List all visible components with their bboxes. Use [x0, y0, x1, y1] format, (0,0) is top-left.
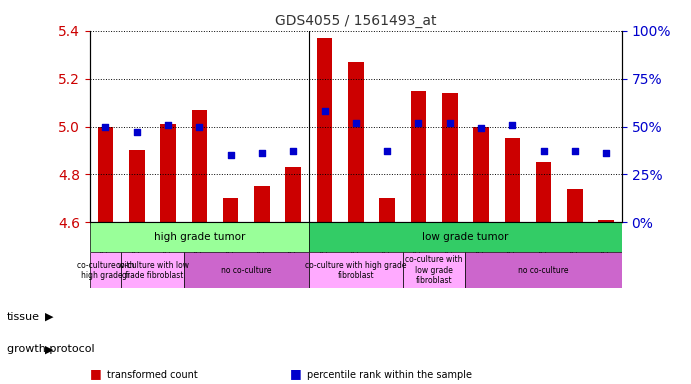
Text: no co-culture: no co-culture: [221, 266, 272, 275]
Bar: [97, 126, 113, 222]
Bar: [442, 93, 457, 222]
Text: no co-culture: no co-culture: [518, 266, 569, 275]
Text: ▶: ▶: [45, 344, 53, 354]
Bar: [473, 126, 489, 222]
Text: co-culture with
high grade fi: co-culture with high grade fi: [77, 260, 134, 280]
Bar: [223, 199, 238, 222]
Bar: [129, 151, 144, 222]
Bar: [567, 189, 583, 222]
FancyBboxPatch shape: [309, 222, 622, 252]
Bar: [160, 124, 176, 222]
FancyBboxPatch shape: [90, 222, 309, 252]
Bar: [536, 162, 551, 222]
Point: [131, 129, 142, 135]
Bar: [598, 220, 614, 222]
Bar: [316, 38, 332, 222]
Point: [381, 148, 392, 154]
Point: [319, 108, 330, 114]
Bar: [348, 62, 363, 222]
Point: [475, 125, 486, 131]
Text: ▶: ▶: [45, 312, 53, 322]
Text: ■: ■: [290, 367, 302, 380]
Bar: [191, 110, 207, 222]
Text: high grade tumor: high grade tumor: [153, 232, 245, 242]
Text: ■: ■: [90, 367, 102, 380]
Bar: [504, 139, 520, 222]
Point: [444, 119, 455, 126]
FancyBboxPatch shape: [184, 252, 309, 288]
Text: co-culture with
low grade
fibroblast: co-culture with low grade fibroblast: [406, 255, 463, 285]
Point: [225, 152, 236, 158]
Point: [600, 150, 612, 156]
Bar: [379, 199, 395, 222]
Point: [569, 148, 580, 154]
Bar: [254, 186, 269, 222]
Point: [413, 119, 424, 126]
Title: GDS4055 / 1561493_at: GDS4055 / 1561493_at: [275, 14, 437, 28]
FancyBboxPatch shape: [466, 252, 622, 288]
Text: tissue: tissue: [7, 312, 40, 322]
Point: [287, 148, 299, 154]
Point: [350, 119, 361, 126]
Point: [162, 121, 173, 127]
Point: [256, 150, 267, 156]
Text: co-culture with low
grade fibroblast: co-culture with low grade fibroblast: [116, 260, 189, 280]
Text: growth protocol: growth protocol: [7, 344, 95, 354]
FancyBboxPatch shape: [121, 252, 184, 288]
Point: [100, 123, 111, 129]
Bar: [285, 167, 301, 222]
Text: transformed count: transformed count: [107, 370, 198, 380]
FancyBboxPatch shape: [403, 252, 466, 288]
Text: low grade tumor: low grade tumor: [422, 232, 509, 242]
FancyBboxPatch shape: [90, 252, 121, 288]
FancyBboxPatch shape: [309, 252, 403, 288]
Bar: [410, 91, 426, 222]
Point: [538, 148, 549, 154]
Text: percentile rank within the sample: percentile rank within the sample: [307, 370, 473, 380]
Text: co-culture with high grade
fibroblast: co-culture with high grade fibroblast: [305, 260, 406, 280]
Point: [507, 121, 518, 127]
Point: [194, 123, 205, 129]
